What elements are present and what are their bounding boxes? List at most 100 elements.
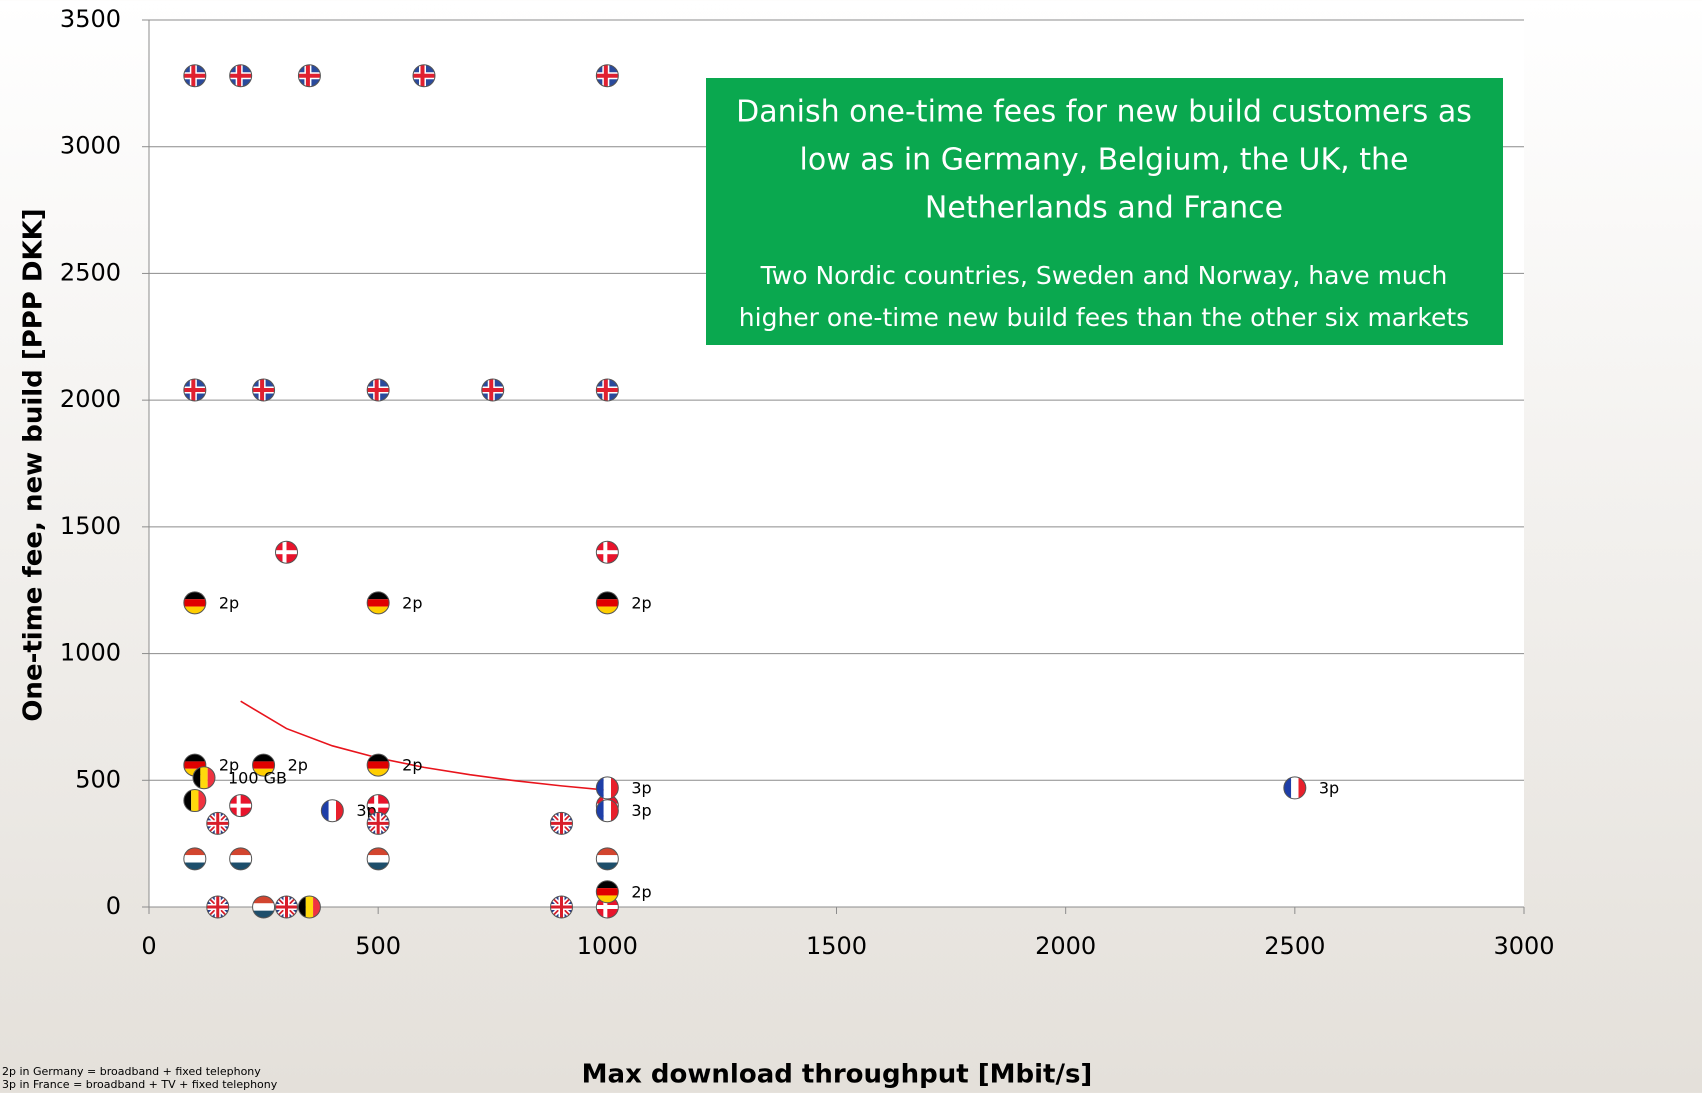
flag-part	[207, 766, 215, 789]
annotation-subtext: Two Nordic countries, Sweden and Norway,…	[760, 261, 1448, 290]
flag	[298, 896, 321, 918]
flag	[298, 64, 321, 87]
flag-marker	[206, 811, 230, 835]
flag-part	[193, 766, 201, 789]
flag-marker	[366, 378, 390, 402]
flag	[596, 64, 619, 87]
flag-outline	[595, 776, 619, 800]
flag-marker	[595, 591, 619, 615]
flag-outline	[550, 895, 573, 919]
flag-part	[596, 606, 619, 614]
flag-outline	[275, 540, 298, 564]
flag-marker	[252, 378, 276, 402]
annotation-text: Danish one-time fees for new build custo…	[736, 95, 1472, 130]
flag-outline	[366, 811, 390, 835]
flag-outline	[206, 895, 230, 919]
y-tick-label: 2000	[60, 385, 121, 413]
flag-part	[229, 803, 252, 808]
flag-marker	[229, 64, 253, 88]
flag	[367, 847, 390, 870]
flag	[1283, 776, 1306, 799]
flag-marker	[183, 64, 207, 88]
flag-outline	[595, 591, 619, 615]
flag	[183, 847, 206, 870]
flag-part	[596, 855, 619, 863]
x-tick-label: 500	[355, 932, 401, 960]
flag-part	[481, 388, 504, 393]
annotation-subtext: higher one-time new build fees than the …	[739, 303, 1469, 332]
flag-outline	[481, 378, 505, 402]
flag-part	[336, 799, 344, 822]
flag-outline	[229, 64, 253, 88]
flag-outline	[595, 880, 619, 904]
flag-part	[367, 847, 390, 856]
y-tick-label: 3500	[60, 5, 121, 33]
flag-marker	[297, 64, 321, 88]
flag-marker	[595, 540, 619, 564]
flag-part	[229, 73, 252, 78]
flag-part	[550, 905, 573, 909]
flag-outline	[275, 895, 298, 919]
flag-marker	[297, 895, 321, 919]
flag-outline	[320, 799, 344, 823]
flag	[367, 379, 390, 402]
flag-outline	[183, 378, 207, 402]
flag-marker	[275, 895, 298, 919]
flag-outline	[252, 753, 276, 777]
footnote: 2p in Germany = broadband + fixed teleph…	[2, 1065, 261, 1078]
flag	[252, 754, 275, 777]
flag-part	[200, 766, 208, 789]
flag-part	[413, 73, 435, 78]
flag-part	[275, 550, 298, 555]
point-label: 2p	[631, 593, 651, 612]
y-tick-label: 2500	[60, 258, 121, 286]
flag-outline	[595, 540, 619, 564]
point-label: 3p	[1319, 778, 1339, 797]
y-axis-title: One-time fee, new build [PPP DKK]	[19, 208, 49, 721]
x-tick-label: 0	[141, 932, 156, 960]
x-tick-label: 3000	[1493, 932, 1554, 960]
flag-part	[596, 550, 619, 555]
flag-part	[206, 905, 229, 909]
flag-part	[229, 862, 252, 870]
flag	[183, 64, 206, 87]
flag-part	[367, 606, 390, 614]
y-tick-label: 0	[106, 892, 121, 920]
flag-marker	[366, 591, 390, 615]
flag-part	[596, 591, 619, 600]
y-tick-label: 3000	[60, 132, 121, 160]
flag-outline	[595, 799, 619, 823]
annotation-box	[706, 78, 1503, 345]
flag-outline	[229, 794, 253, 818]
flag-marker	[183, 378, 207, 402]
flag-marker	[192, 766, 216, 790]
flag-part	[305, 896, 314, 918]
flag	[596, 541, 619, 564]
trend-line	[240, 700, 608, 791]
flag-part	[367, 754, 390, 762]
flag-outline	[252, 378, 276, 402]
flag-part	[367, 591, 390, 600]
flag	[229, 847, 252, 870]
x-tick-label: 2000	[1035, 932, 1096, 960]
flag-part	[596, 862, 619, 870]
flag	[596, 591, 619, 614]
point-label: 3p	[631, 778, 651, 797]
flag-part	[596, 776, 604, 799]
flag-part	[596, 847, 619, 856]
flag	[367, 794, 390, 817]
flag-marker	[206, 895, 230, 919]
point-label: 100 GB	[228, 768, 287, 787]
point-label: 2p	[402, 593, 422, 612]
point-label: 2p	[631, 882, 651, 901]
flag-marker	[595, 378, 619, 402]
point-label: 2p	[402, 756, 422, 775]
x-axis-title: Max download throughput [Mbit/s]	[582, 1060, 1093, 1090]
flag-outline	[366, 847, 390, 871]
flag-part	[183, 606, 206, 614]
flag-marker	[366, 811, 390, 835]
flag-part	[367, 761, 390, 769]
annotation-text: low as in Germany, Belgium, the UK, the	[800, 143, 1409, 178]
